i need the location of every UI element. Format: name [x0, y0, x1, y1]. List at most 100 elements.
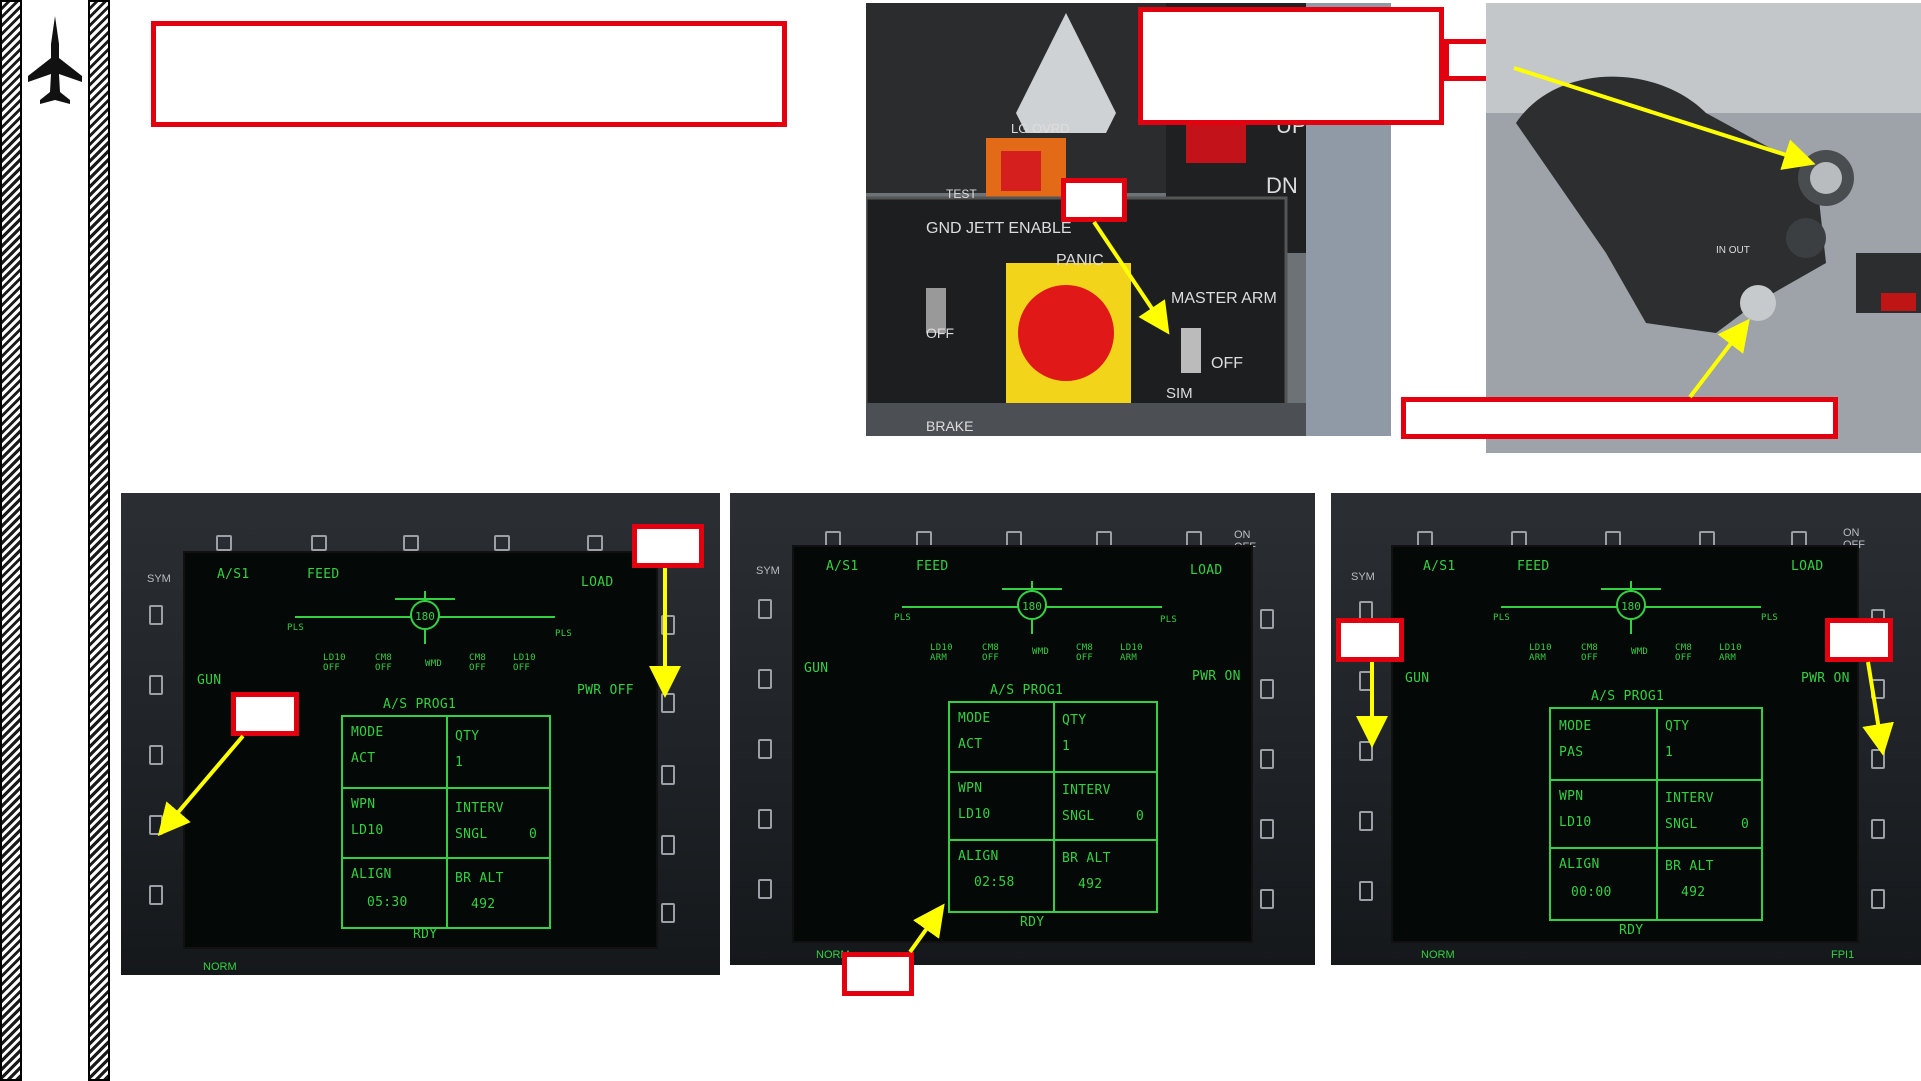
osb-left-4[interactable] — [1359, 811, 1373, 831]
osb-left-5[interactable] — [149, 885, 163, 905]
osb-right-1[interactable] — [1260, 609, 1274, 629]
table-align-value: 05:30 — [367, 895, 408, 910]
table-mode-value: PAS — [1559, 745, 1584, 760]
table-bralt-label: BR ALT — [455, 871, 504, 886]
jet-logo-icon — [28, 16, 82, 104]
table-interv-label: INTERV — [1062, 783, 1111, 798]
table-wpn-label: WPN — [958, 781, 983, 796]
station-1: PLS — [894, 613, 912, 623]
station-3: CM8 OFF — [375, 653, 393, 673]
station-5: CM8 OFF — [1675, 643, 1693, 663]
osb-right-pwr[interactable] — [661, 693, 675, 713]
mfd-display-1: SYM A/S1 FEED LOAD 180 PLS LD10 OFF CM8 … — [121, 493, 720, 975]
table-wpn-label: WPN — [351, 797, 376, 812]
label-master-arm: MASTER ARM — [1171, 290, 1277, 307]
osb-left-4[interactable] — [758, 809, 772, 829]
program-table: MODE ACT QTY 1 WPN LD10 INTERV SNGL 0 AL… — [948, 701, 1158, 913]
table-wpn-value: LD10 — [351, 823, 384, 838]
osb-left-5[interactable] — [1359, 881, 1373, 901]
label-load: LOAD — [581, 575, 614, 590]
label-lg-ovrd: LG OVRD — [1011, 121, 1070, 136]
osb-right-1[interactable] — [661, 615, 675, 635]
osb-left-3[interactable] — [758, 739, 772, 759]
osb-left-emit[interactable] — [1359, 741, 1373, 761]
osb-top-2[interactable] — [311, 535, 327, 551]
osb-left-2[interactable] — [1359, 671, 1373, 691]
label-dn: DN — [1266, 173, 1298, 198]
osb-left-5[interactable] — [758, 879, 772, 899]
label-test: TEST — [946, 187, 977, 201]
label-sim: SIM — [1166, 385, 1193, 402]
station-7: PLS — [555, 629, 573, 639]
table-bralt-value: 492 — [1681, 885, 1706, 900]
callout-lg-ovrd — [1061, 178, 1127, 222]
label-status: RDY — [1020, 915, 1045, 930]
table-qty-value: 1 — [1062, 739, 1071, 754]
osb-right-2[interactable] — [1871, 679, 1885, 699]
label-gun: GUN — [197, 673, 222, 688]
table-bralt-value: 492 — [1078, 877, 1103, 892]
label-load: LOAD — [1190, 563, 1223, 578]
station-2: LD10 OFF — [323, 653, 346, 673]
osb-top-5[interactable] — [587, 535, 603, 551]
osb-left-3[interactable] — [149, 745, 163, 765]
osb-top-3[interactable] — [403, 535, 419, 551]
bezel-sym: SYM — [756, 565, 780, 577]
label-in-out: IN OUT — [1716, 245, 1750, 256]
table-interv-value: SNGL — [1062, 809, 1095, 824]
callout-mfd1-left — [231, 692, 299, 736]
mfd-display-2: ON OFF SYM A/S1 FEED LOAD 180 PLS LD10 A… — [730, 493, 1315, 965]
osb-left-1[interactable] — [758, 599, 772, 619]
callout-mfd2-align — [842, 952, 914, 996]
throttle-illustration: IN OUT — [1486, 3, 1921, 453]
osb-right-emit[interactable] — [1871, 749, 1885, 769]
photo-throttle: IN OUT — [1486, 3, 1921, 453]
station-7: PLS — [1160, 615, 1178, 625]
aircraft-stores-diagram: 180 — [1501, 581, 1761, 634]
label-norm: NORM — [816, 949, 850, 961]
osb-right-5[interactable] — [1871, 889, 1885, 909]
table-mode-label: MODE — [1559, 719, 1592, 734]
label-brake: BRAKE — [926, 418, 973, 434]
station-1: PLS — [287, 623, 305, 633]
station-6: LD10 ARM — [1719, 643, 1742, 663]
osb-left-1[interactable] — [149, 605, 163, 625]
table-qty-label: QTY — [455, 729, 480, 744]
mfd-display-3: ON OFF SYM A/S1 FEED LOAD 180 PLS LD10 A… — [1331, 493, 1921, 965]
osb-left-2[interactable] — [149, 675, 163, 695]
sidebar-hatch-left — [0, 0, 22, 1081]
station-1: PLS — [1493, 613, 1511, 623]
station-2: LD10 ARM — [930, 643, 953, 663]
label-gun: GUN — [804, 661, 829, 676]
osb-right-5[interactable] — [661, 903, 675, 923]
osb-right-5[interactable] — [1260, 889, 1274, 909]
label-a-s1: A/S1 — [826, 559, 859, 574]
table-mode-label: MODE — [351, 725, 384, 740]
osb-right-4[interactable] — [1260, 819, 1274, 839]
osb-right-4[interactable] — [1871, 819, 1885, 839]
station-4: WMD — [425, 659, 443, 669]
table-qty-label: QTY — [1062, 713, 1087, 728]
osb-top-1[interactable] — [216, 535, 232, 551]
osb-left-2[interactable] — [758, 669, 772, 689]
table-mode-value: ACT — [351, 751, 376, 766]
table-qty-value: 1 — [455, 755, 464, 770]
station-5: CM8 OFF — [469, 653, 487, 673]
osb-right-4[interactable] — [661, 835, 675, 855]
table-align-value: 00:00 — [1571, 885, 1612, 900]
osb-right-3[interactable] — [1260, 749, 1274, 769]
osb-top-4[interactable] — [494, 535, 510, 551]
osb-right-pwr[interactable] — [1260, 679, 1274, 699]
table-interv-number: 0 — [1741, 817, 1750, 832]
label-fpi: FPI1 — [1831, 949, 1855, 961]
label-pwr: PWR ON — [1801, 671, 1850, 686]
station-5: CM8 OFF — [1076, 643, 1094, 663]
osb-left-4[interactable] — [149, 815, 163, 835]
table-qty-value: 1 — [1665, 745, 1674, 760]
label-panic: PANIC — [1056, 252, 1104, 269]
osb-right-3[interactable] — [661, 765, 675, 785]
label-feed: FEED — [307, 567, 340, 582]
bezel-sym: SYM — [147, 573, 171, 585]
table-align-label: ALIGN — [1559, 857, 1600, 872]
heading-readout: 180 — [1621, 600, 1641, 613]
